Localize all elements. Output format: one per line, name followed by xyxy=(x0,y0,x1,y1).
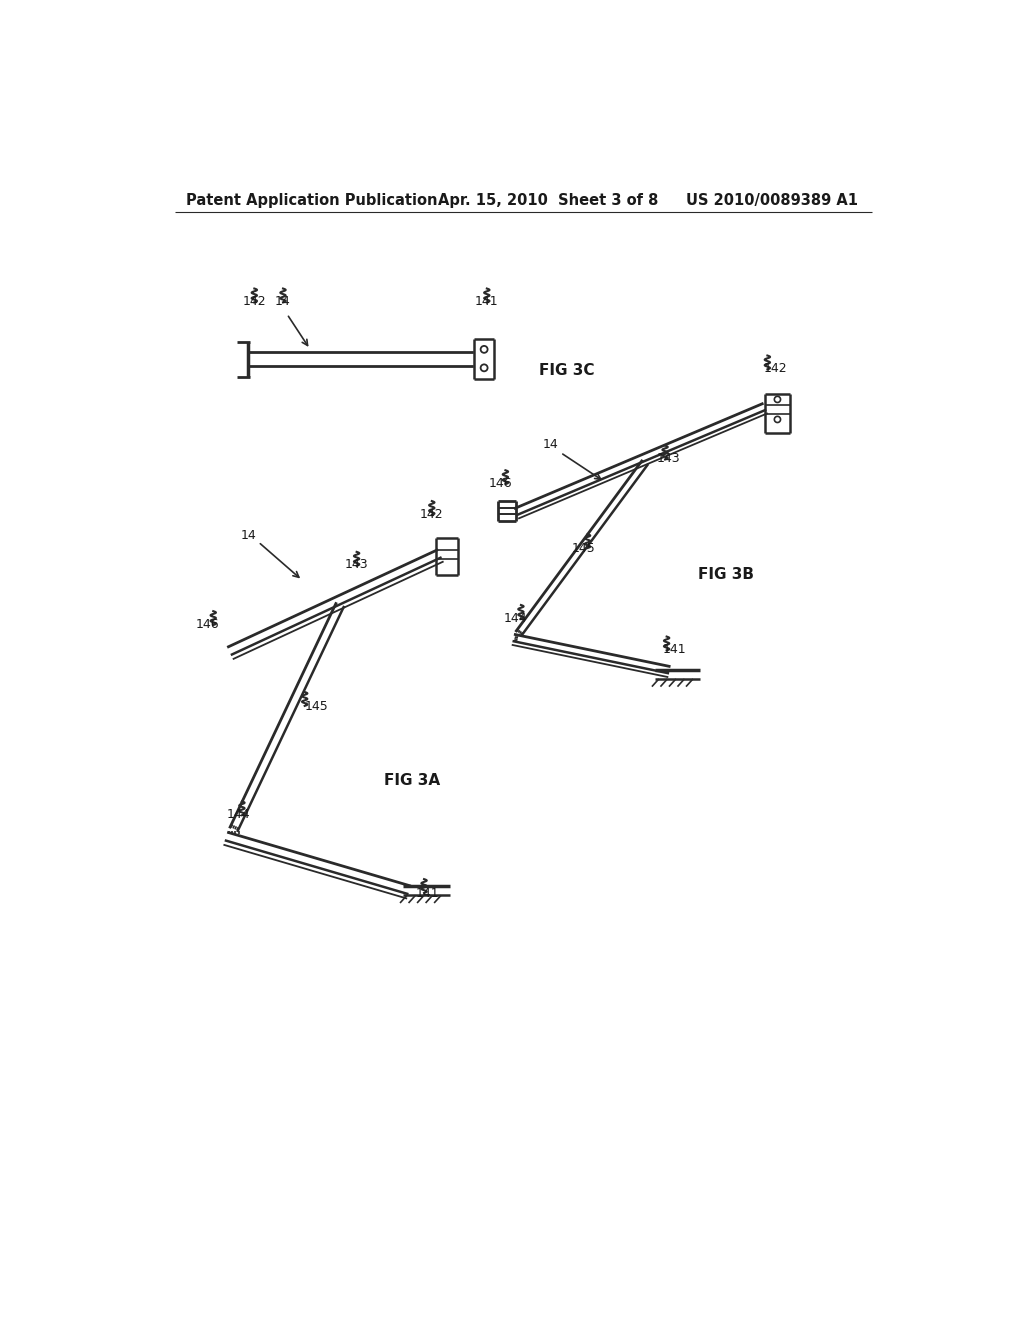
Text: FIG 3B: FIG 3B xyxy=(697,566,754,582)
Text: FIG 3A: FIG 3A xyxy=(384,774,440,788)
Text: 141: 141 xyxy=(663,643,686,656)
Text: 14: 14 xyxy=(275,296,291,308)
Text: Apr. 15, 2010  Sheet 3 of 8: Apr. 15, 2010 Sheet 3 of 8 xyxy=(438,193,658,209)
Text: Patent Application Publication: Patent Application Publication xyxy=(186,193,437,209)
Text: FIG 3C: FIG 3C xyxy=(539,363,594,378)
Text: 146: 146 xyxy=(488,477,512,490)
Text: 145: 145 xyxy=(305,700,329,713)
Text: 14: 14 xyxy=(241,529,256,543)
Text: 142: 142 xyxy=(420,508,443,520)
Text: 142: 142 xyxy=(763,362,786,375)
Text: 146: 146 xyxy=(196,618,219,631)
Text: 142: 142 xyxy=(243,296,266,308)
Text: 143: 143 xyxy=(345,558,369,572)
Text: 144: 144 xyxy=(504,611,527,624)
Text: 141: 141 xyxy=(416,887,439,900)
Text: 144: 144 xyxy=(227,808,251,821)
Text: 141: 141 xyxy=(475,296,499,308)
Text: 143: 143 xyxy=(657,453,681,465)
Text: US 2010/0089389 A1: US 2010/0089389 A1 xyxy=(686,193,858,209)
Text: 145: 145 xyxy=(571,541,596,554)
Text: 14: 14 xyxy=(543,438,558,451)
